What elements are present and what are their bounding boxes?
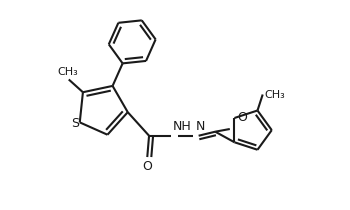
Text: S: S [71,117,79,130]
Text: CH₃: CH₃ [57,67,78,77]
Text: NH: NH [173,120,191,133]
Text: O: O [237,111,247,124]
Text: CH₃: CH₃ [265,90,285,100]
Text: O: O [142,160,152,173]
Text: N: N [196,120,205,133]
